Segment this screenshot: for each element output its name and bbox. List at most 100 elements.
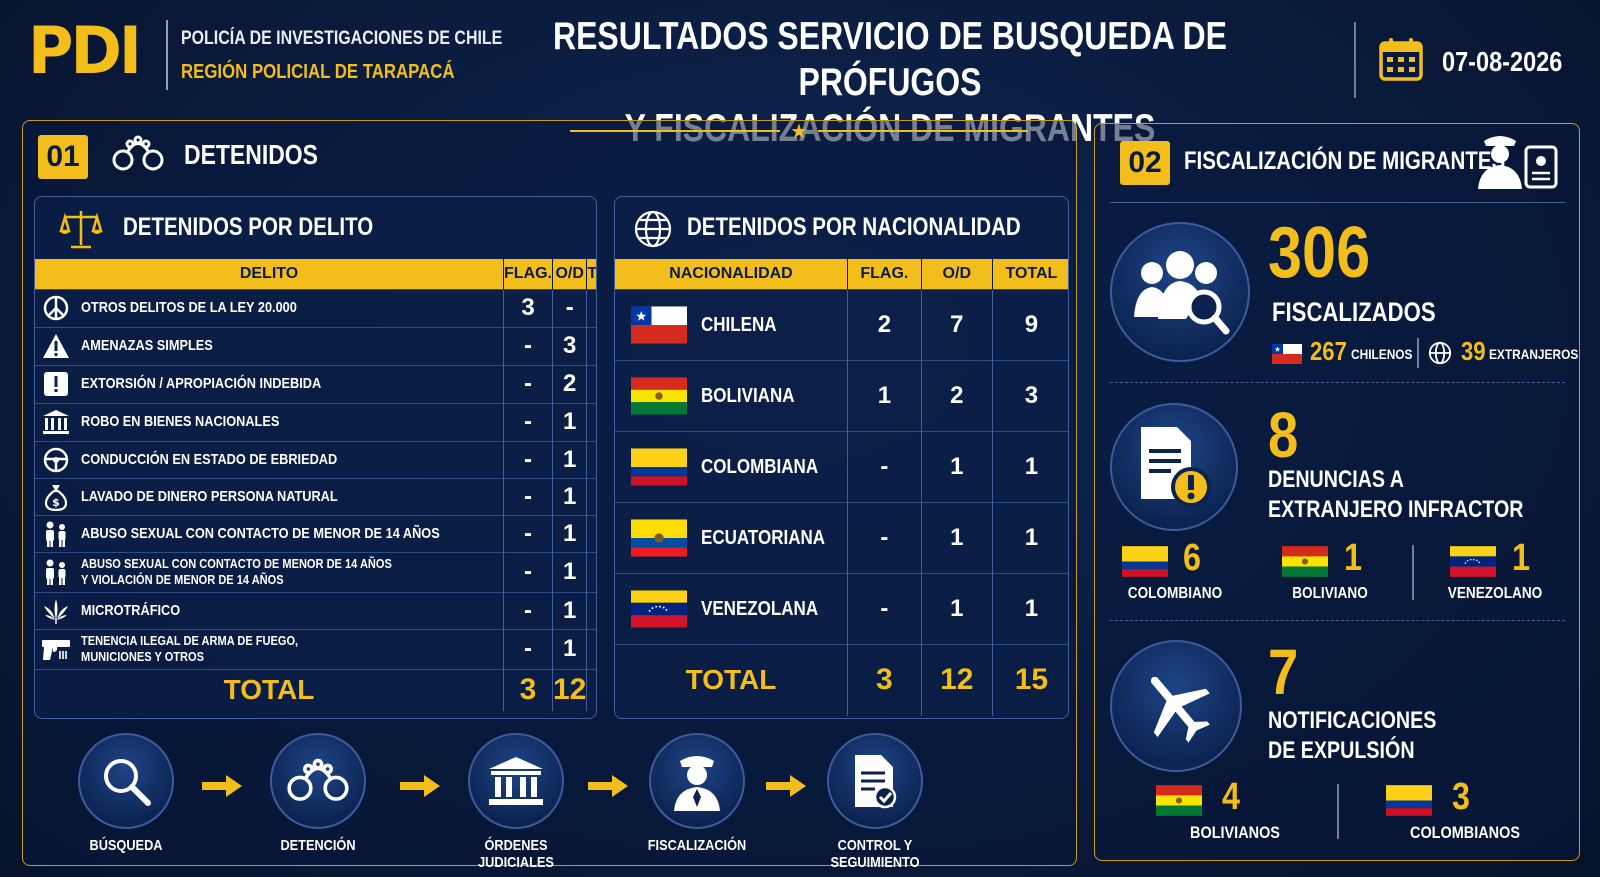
crime-label: AMENAZAS SIMPLES: [81, 338, 213, 354]
crime-label-cell: OTROS DELITOS DE LA LEY 20.000: [35, 288, 504, 327]
fiscalizados-value: 306: [1268, 213, 1371, 293]
denuncia-boliviano-label: BOLIVIANO: [1292, 585, 1368, 602]
crime-od-value: 2: [552, 364, 588, 403]
nationality-flag-value: -: [847, 572, 922, 644]
denuncia-venezolano-value: 1: [1512, 537, 1530, 579]
crime-row: OTROS DELITOS DE LA LEY 20.000 3-3: [35, 288, 596, 327]
crime-od-value: 1: [552, 514, 588, 552]
crime-flag-value: -: [503, 402, 553, 441]
nationality-table-header: NACIONALIDAD FLAG. O/D TOTAL: [615, 259, 1068, 289]
crime-row: CONDUCCIÓN EN ESTADO DE EBRIEDAD -11: [35, 440, 596, 478]
crime-label-line1: LAVADO DE DINERO PERSONA NATURAL: [81, 487, 338, 505]
crime-row: ABUSO SEXUAL CON CONTACTO DE MENOR DE 14…: [35, 551, 596, 592]
crime-od-value: 1: [552, 591, 588, 629]
section-number-badge: 01: [38, 135, 88, 179]
col-flag: FLAG.: [847, 259, 922, 289]
crime-total-value: 3: [586, 288, 596, 327]
nationality-row: BOLIVIANA 1 2 3: [615, 359, 1068, 431]
building-icon: [41, 407, 71, 437]
expulsion-bolivianos-value: 4: [1222, 776, 1240, 818]
divider: [1337, 784, 1339, 839]
globe-icon: [634, 210, 672, 248]
crime-label: CONDUCCIÓN EN ESTADO DE EBRIEDAD: [81, 451, 337, 468]
crime-total-value: 1: [586, 402, 596, 441]
crime-od-value: 1: [552, 551, 588, 592]
chilenos-label: CHILENOS: [1351, 346, 1413, 362]
process-label: ÓRDENES JUDICIALES: [457, 837, 576, 871]
handcuffs-icon: [282, 756, 354, 806]
expulsion-value: 7: [1268, 636, 1299, 708]
crime-label-cell: EXTORSIÓN / APROPIACIÓN INDEBIDA: [35, 364, 504, 403]
denuncias-circle: [1110, 403, 1238, 531]
expulsion-label-line1: NOTIFICACIONES: [1268, 707, 1437, 734]
crime-total-value: 1: [586, 440, 596, 478]
divider: [1417, 338, 1419, 368]
crime-label: OTROS DELITOS DE LA LEY 20.000: [81, 300, 297, 316]
crime-label-cell: ROBO EN BIENES NACIONALES: [35, 402, 504, 441]
svg-text:$: $: [52, 496, 60, 509]
crime-label-cell: MICROTRÁFICO: [35, 591, 504, 629]
nationality-flag-value: 2: [847, 288, 922, 360]
title-line-1: RESULTADOS SERVICIO DE BUSQUEDA DE PRÓFU…: [552, 15, 1228, 104]
extranjeros-value: 39: [1461, 336, 1486, 366]
crime-total-value: 1: [586, 514, 596, 552]
crime-flag-value: -: [503, 628, 553, 669]
crime-row: ABUSO SEXUAL CON CONTACTO DE MENOR DE 14…: [35, 514, 596, 552]
crime-total-value: 1: [586, 591, 596, 629]
nationality-label: BOLIVIANA: [701, 384, 795, 407]
crime-row: TENENCIA ILEGAL DE ARMA DE FUEGO, MUNICIO…: [35, 628, 596, 669]
crime-total-value: 3: [586, 326, 596, 365]
section-title-fiscalizacion: FISCALIZACIÓN DE MIGRANTES: [1184, 147, 1506, 175]
col-flag: FLAG.: [503, 259, 553, 289]
process-step-ordenes-judiciales: ÓRDENES JUDICIALES: [446, 733, 586, 871]
nationality-total-value: 1: [992, 501, 1068, 573]
crime-label: ROBO EN BIENES NACIONALES: [81, 414, 279, 430]
globe-icon: [1428, 341, 1452, 365]
crime-label-line1: ABUSO SEXUAL CON CONTACTO DE MENOR DE 14…: [81, 524, 440, 542]
crime-label-cell: CONDUCCIÓN EN ESTADO DE EBRIEDAD: [35, 440, 504, 478]
detenidos-por-nacionalidad-panel: DETENIDOS POR NACIONALIDAD NACIONALIDAD …: [614, 196, 1069, 719]
expulsion-bolivianos-label: BOLIVIANOS: [1190, 823, 1280, 842]
magnifier-icon: [104, 759, 151, 806]
steering-wheel-icon: [41, 445, 71, 475]
crime-total-value: 1: [586, 628, 596, 669]
process-circle: [827, 733, 923, 829]
warning-icon: [41, 331, 71, 361]
crime-flag-value: -: [503, 591, 553, 629]
process-label-line2: SEGUIMIENTO: [830, 854, 920, 871]
divider: [1412, 545, 1414, 600]
process-circle: [270, 733, 366, 829]
nationality-od-value: 1: [921, 430, 993, 502]
arrow-right-icon: [588, 775, 628, 797]
nationality-label-cell: COLOMBIANA: [615, 430, 848, 502]
crime-total-value: 1: [586, 551, 596, 592]
crime-label-line1: TENENCIA ILEGAL DE ARMA DE FUEGO,: [81, 633, 299, 648]
crime-label: MICROTRÁFICO: [81, 601, 181, 619]
org-region: REGIÓN POLICIAL DE TARAPACÁ: [181, 61, 455, 83]
nationality-row: ECUATORIANA -1 1: [615, 501, 1068, 573]
crime-label-line2: MUNICIONES Y OTROS: [81, 649, 205, 664]
officer-icon: [674, 756, 720, 811]
nationality-total-value: 1: [992, 430, 1068, 502]
handcuffs-icon: [108, 132, 168, 176]
crime-label-line1: ROBO EN BIENES NACIONALES: [81, 413, 280, 430]
expulsion-colombianos-value: 3: [1452, 776, 1470, 818]
expulsion-label: NOTIFICACIONES DE EXPULSIÓN: [1268, 706, 1436, 766]
denuncias-label: DENUNCIAS A EXTRANJERO INFRACTOR: [1268, 465, 1523, 525]
crime-flag-value: -: [503, 551, 553, 592]
fiscalizados-circle: [1110, 222, 1250, 362]
nationality-flag-value: -: [847, 501, 922, 573]
gun-icon: [41, 634, 71, 664]
crime-label: LAVADO DE DINERO PERSONA NATURAL: [81, 487, 338, 505]
nationality-total-row: TOTAL 3 12 15: [615, 643, 1068, 716]
crime-label-line1: MICROTRÁFICO: [81, 601, 181, 619]
peace-icon: [41, 293, 71, 323]
nationality-od-value: 7: [921, 288, 993, 360]
process-circle: [78, 733, 174, 829]
arrow-right-icon: [400, 775, 440, 797]
crime-flag-value: 3: [503, 288, 553, 327]
courthouse-icon: [489, 757, 543, 805]
nationality-flag-value: 1: [847, 359, 922, 431]
section-number-badge: 02: [1120, 141, 1170, 185]
